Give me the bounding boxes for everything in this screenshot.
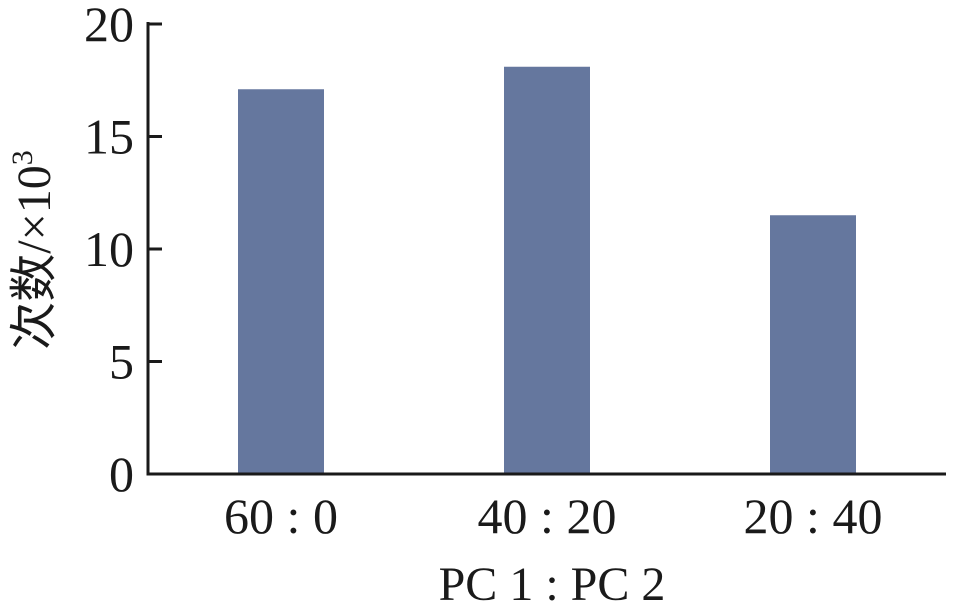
bar-2 bbox=[504, 66, 590, 474]
y-tick-label-4: 15 bbox=[84, 109, 134, 165]
x-axis-title: PC 1 : PC 2 bbox=[439, 558, 666, 605]
y-tick-label-3: 10 bbox=[84, 221, 134, 277]
x-tick-label-3: 20 : 40 bbox=[744, 488, 883, 544]
y-axis-title-superscript: 3 bbox=[6, 150, 39, 165]
y-axis-title: 次数/×103 bbox=[6, 150, 61, 349]
x-tick-label-1: 60 : 0 bbox=[224, 488, 338, 544]
x-ticks-group: 60 : 0 40 : 20 20 : 40 bbox=[224, 488, 882, 544]
bar-1 bbox=[238, 89, 324, 474]
x-tick-label-2: 40 : 20 bbox=[478, 488, 617, 544]
y-ticks-group: 0 5 10 15 20 bbox=[84, 0, 162, 502]
bars-group bbox=[238, 66, 856, 474]
bar-3 bbox=[770, 215, 856, 474]
y-tick-label-5: 20 bbox=[84, 0, 134, 52]
y-tick-label-1: 0 bbox=[109, 446, 134, 502]
y-tick-label-2: 5 bbox=[109, 334, 134, 390]
y-axis-title-main: 次数/×10 bbox=[8, 165, 61, 349]
